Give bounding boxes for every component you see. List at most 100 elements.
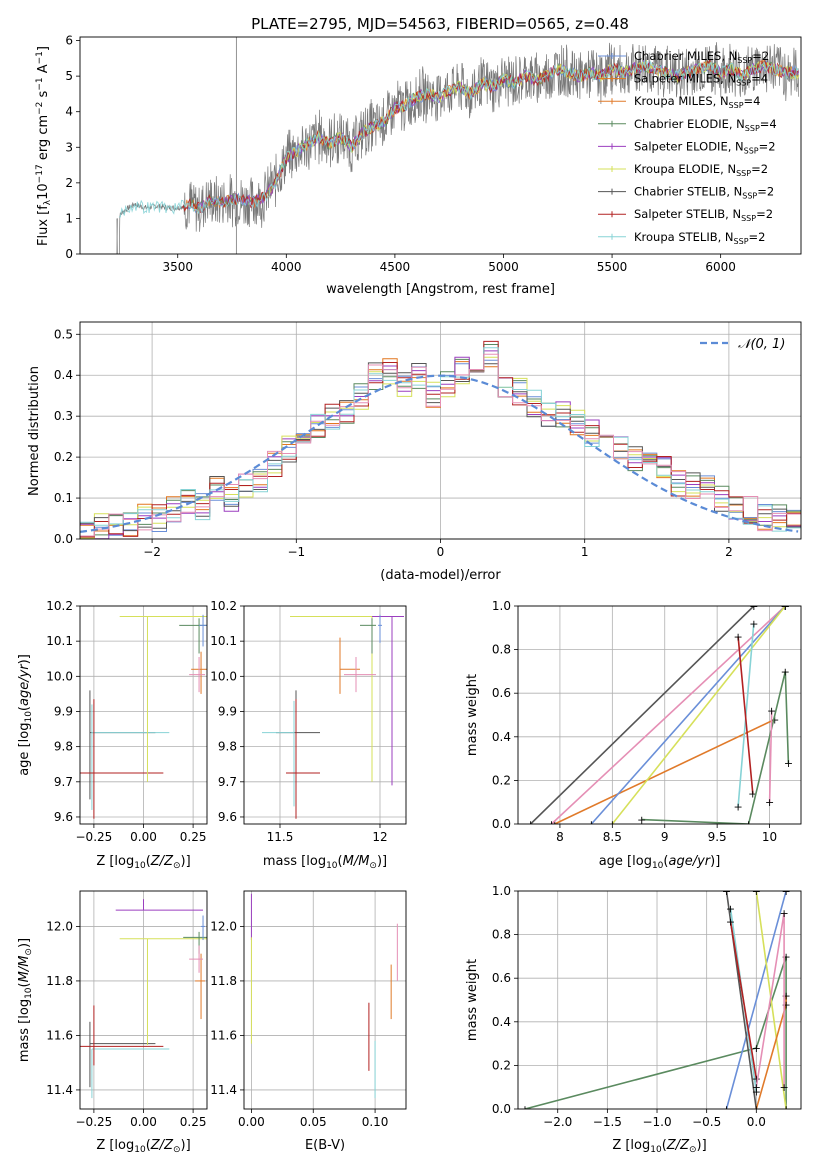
- y-tick-label: 0.5: [54, 327, 73, 341]
- weight-marker: +: [726, 916, 735, 929]
- weight-line: [641, 671, 790, 824]
- weight-marker: +: [608, 818, 617, 831]
- x-tick-label: 8: [556, 830, 564, 844]
- weight-marker: +: [781, 990, 790, 1003]
- y-axis-label: mass weight: [465, 674, 480, 756]
- y-tick-label: 0.1: [54, 491, 73, 505]
- axes-frame: [79, 36, 802, 255]
- weight-marker: +: [520, 1103, 529, 1116]
- y-tick-label: 1.0: [492, 884, 511, 898]
- weight-line: [590, 606, 786, 824]
- y-axis-label: age [log10(age/yr)]: [17, 654, 34, 776]
- histogram-step: [80, 353, 801, 537]
- x-tick-label: 0.25: [180, 830, 207, 844]
- y-tick-label: 0.2: [492, 1058, 511, 1072]
- axes-age_vs_Z: −0.25 0.00 0.25 9.6 9.7 9.8 9.9 10.0 10.1 10.2 Z […: [17, 599, 208, 871]
- y-tick-label: 9.8: [54, 740, 73, 754]
- weight-marker: +: [781, 950, 790, 963]
- normal-curve: [80, 374, 799, 533]
- y-axis-label: mass weight: [465, 959, 480, 1041]
- weight-line: [755, 912, 785, 1088]
- weight-line: [725, 891, 787, 1109]
- y-tick-label: 9.9: [54, 704, 73, 718]
- y-tick-label: 0.2: [54, 450, 73, 464]
- weight-marker: +: [722, 1103, 731, 1116]
- legend-label: Chabrier STELIB, NSSP=2: [634, 185, 774, 201]
- x-tick-label: −1.0: [642, 1115, 671, 1129]
- axes-weight_vs_age: +++++++++++++++ +++++8 8.5 9 9.5 10 0.0 0.2 0.4 0…: [465, 599, 802, 871]
- weight-marker: +: [752, 1103, 761, 1116]
- weight-marker: +: [744, 818, 753, 831]
- legend-label: Salpeter STELIB, NSSP=2: [634, 207, 773, 223]
- y-tick-label: 9.7: [54, 775, 73, 789]
- weight-line: [530, 606, 755, 824]
- y-tick-label: 9.6: [218, 810, 237, 824]
- axes-spectrum: 3500 4000 4500 5000 5500 6000 0 1 2 3 4 5 6 wavelengt…: [35, 34, 802, 297]
- spectrum-model-line: [119, 59, 799, 218]
- y-tick-label: 11.8: [46, 974, 73, 988]
- x-tick-label: 5500: [597, 260, 628, 274]
- legend-label: Chabrier MILES, NSSP=2: [634, 49, 769, 65]
- legend-label: Salpeter MILES, NSSP=4: [634, 72, 768, 88]
- weight-marker: +: [547, 818, 556, 831]
- y-tick-label: 9.8: [218, 740, 237, 754]
- y-tick-label: 0.4: [492, 1015, 511, 1029]
- weight-marker: +: [752, 885, 761, 898]
- y-tick-label: 2: [65, 176, 73, 190]
- weight-marker: +: [752, 1086, 761, 1099]
- weight-marker: +: [752, 1042, 761, 1055]
- legend-label: 𝒩(0, 1): [738, 337, 785, 352]
- y-tick-label: 11.6: [210, 1028, 237, 1042]
- y-tick-label: 0.6: [492, 686, 511, 700]
- x-tick-label: 9: [661, 830, 669, 844]
- weight-marker: +: [765, 796, 774, 809]
- x-tick-label: 0: [437, 545, 445, 559]
- x-axis-label: Z [log10(Z/Z⊙)]: [612, 1138, 706, 1155]
- weight-line: [611, 606, 786, 824]
- y-tick-label: 9.6: [54, 810, 73, 824]
- weight-marker: +: [752, 1072, 761, 1085]
- spectrum-data-lead: [80, 218, 118, 254]
- x-axis-label: (data-model)/error: [380, 568, 501, 583]
- weight-line: [768, 710, 773, 803]
- y-tick-label: 1: [65, 211, 73, 225]
- x-axis-label: Z [log10(Z/Z⊙)]: [96, 854, 190, 871]
- weight-marker: +: [781, 600, 790, 613]
- plots-layer: 3500 4000 4500 5000 5500 60000123456wavelengt…: [17, 34, 802, 1155]
- y-tick-label: 0.4: [54, 368, 73, 382]
- weight-marker: +: [749, 617, 758, 630]
- weight-marker: +: [722, 885, 731, 898]
- y-tick-label: 9.9: [218, 704, 237, 718]
- x-tick-label: 10: [762, 830, 777, 844]
- y-axis-label: mass [log10(M/M⊙)]: [17, 938, 34, 1062]
- x-tick-label: 0.25: [180, 1115, 207, 1129]
- axes-age_vs_mass: 11.5 12 9.6 9.7 9.8 9.9 10.0 10.1 10.2 mass [log1…: [210, 599, 407, 871]
- axes-frame: [243, 890, 407, 1110]
- y-tick-label: 0.0: [54, 532, 73, 546]
- legend-label: Kroupa STELIB, NSSP=2: [634, 230, 765, 246]
- y-tick-label: 0.3: [54, 409, 73, 423]
- x-tick-label: 0.05: [300, 1115, 327, 1129]
- y-tick-label: 10.0: [46, 669, 73, 683]
- spectrum-data-line: [116, 42, 800, 254]
- plot-area-residuals: [80, 340, 801, 539]
- axes-frame: [517, 890, 802, 1110]
- x-tick-label: 12: [372, 830, 387, 844]
- y-tick-label: 1.0: [492, 599, 511, 613]
- y-tick-label: 0: [65, 247, 73, 261]
- x-axis-label: Z [log10(Z/Z⊙)]: [96, 1138, 190, 1155]
- weight-marker: +: [587, 818, 596, 831]
- weight-marker: +: [781, 600, 790, 613]
- x-tick-label: 0.00: [130, 830, 157, 844]
- x-tick-label: 8.5: [603, 830, 622, 844]
- x-axis-label: E(B-V): [305, 1138, 345, 1153]
- weight-marker: +: [781, 885, 790, 898]
- axes-frame: [79, 605, 208, 825]
- plot-area-spectrum: [80, 37, 800, 254]
- x-tick-label: 5000: [488, 260, 519, 274]
- x-tick-label: 11.5: [267, 830, 294, 844]
- plot-area-weight_vs_age: +++++++++++++++ +++++: [526, 600, 793, 831]
- y-tick-label: 4: [65, 105, 73, 119]
- weight-marker: +: [767, 705, 776, 718]
